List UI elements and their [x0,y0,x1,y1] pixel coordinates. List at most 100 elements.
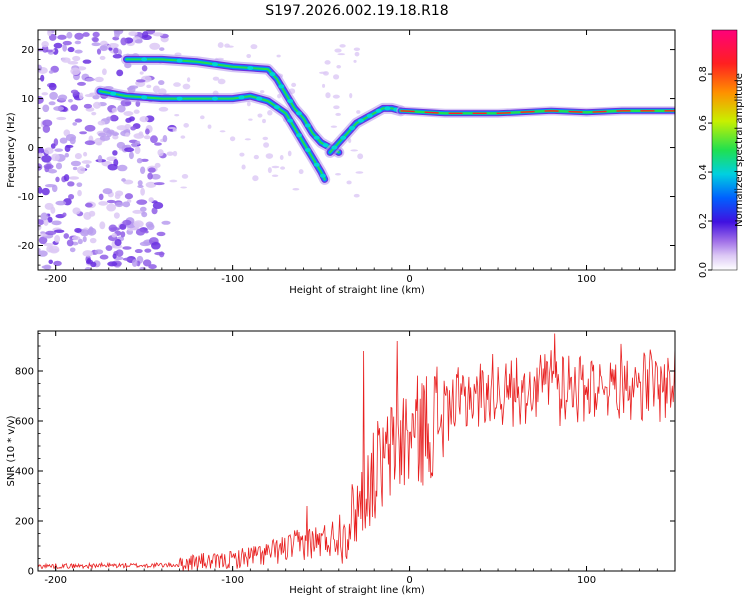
noise-blob [241,164,246,170]
noise-blob [116,69,124,77]
noise-blob [90,261,97,268]
ridge-peak-blob [247,65,254,70]
noise-blob [74,32,84,40]
noise-blob [99,135,111,141]
noise-blob [335,173,341,176]
noise-blob [159,47,165,51]
noise-blob [41,154,52,163]
noise-blob [124,193,134,200]
spectrogram-plot-area [38,30,675,270]
noise-blob [43,264,52,270]
noise-blob [38,95,44,104]
colorbar-tick-label: 0.4 [698,164,709,180]
ridge-peak-blob [278,84,285,89]
ridge-peak-blob [313,135,320,140]
noise-blob [142,259,152,267]
noise-blob [38,147,45,155]
noise-blob [150,135,158,144]
noise-blob [262,118,266,124]
noise-blob [292,188,300,191]
noise-blob [199,115,205,120]
noise-blob [111,107,118,113]
noise-blob [74,118,83,123]
noise-blob [140,166,146,175]
colorbar-ticks: 0.0 0.2 0.4 0.6 0.8 [698,66,712,278]
spectrogram-xtick-label: -200 [44,274,67,285]
noise-blob [79,131,87,135]
noise-blob [67,98,73,103]
noise-blob [151,207,158,215]
noise-blob [112,54,123,59]
noise-blob [128,151,134,160]
noise-blob [51,153,60,162]
noise-blob [76,182,83,187]
ridge-peak-blob [295,133,302,138]
noise-blob [92,101,102,109]
noise-blob [140,158,149,162]
noise-blob [92,37,99,43]
noise-blob [139,116,149,123]
ridge-peak-blob [319,173,326,178]
noise-blob [62,44,67,52]
noise-blob [91,42,101,47]
noise-blob [276,54,281,58]
ridge-peak-blob [384,106,391,111]
noise-blob [325,92,331,99]
noise-blob [172,128,177,132]
noise-blob [66,239,74,247]
noise-blob [143,135,151,140]
snr-x-axis: -200 -100 0 100 [37,331,676,586]
noise-blob [65,133,77,142]
noise-blob [122,246,132,250]
noise-blob [44,183,56,188]
noise-blob [180,135,186,139]
noise-blob [68,176,80,180]
noise-blob [82,236,87,243]
noise-blob [224,43,230,48]
noise-blob [55,200,67,206]
noise-blob [154,142,162,146]
spectrogram-y-axis: -20 -10 0 10 20 [18,29,675,266]
noise-blob [63,174,70,182]
noise-blob [38,248,41,252]
noise-blob [330,125,338,128]
noise-blob [267,110,273,116]
noise-blob [38,64,43,72]
noise-blob [124,147,135,153]
noise-blob [122,257,133,261]
noise-blob [84,140,96,146]
snr-xtick-label: -100 [221,575,244,586]
noise-blob [39,233,48,237]
noise-blob [57,94,68,101]
noise-blob [43,147,54,155]
ridge-peak-blob [141,95,148,100]
noise-blob [77,166,86,175]
colorbar-gradient [711,29,738,271]
spectrogram-ytick-label: -10 [18,192,34,203]
ridge-peak-blob [375,108,382,113]
snr-ytick-label: 0 [28,567,34,578]
snr-xtick-label: 100 [577,575,596,586]
ridge-peak-steady_line [400,110,675,115]
noise-blob [67,46,75,53]
noise-blob [333,105,340,110]
noise-blob [50,206,56,214]
noise-blob [128,31,138,37]
noise-blob [291,82,297,88]
noise-blob [353,47,361,51]
noise-blob [217,78,226,85]
noise-blob [63,233,70,239]
noise-blob [115,249,124,257]
noise-blob [217,42,224,49]
noise-blob [106,199,116,204]
noise-blob [57,34,67,40]
noise-blob [140,187,145,196]
spectrogram-x-axis: -200 -100 0 100 [37,30,676,285]
spectrogram-ytick-label: 10 [21,94,34,105]
noise-blob [112,253,117,259]
noise-blob [246,53,252,59]
noise-blob [186,77,191,83]
noise-blob [113,30,124,35]
noise-blob [38,250,48,257]
